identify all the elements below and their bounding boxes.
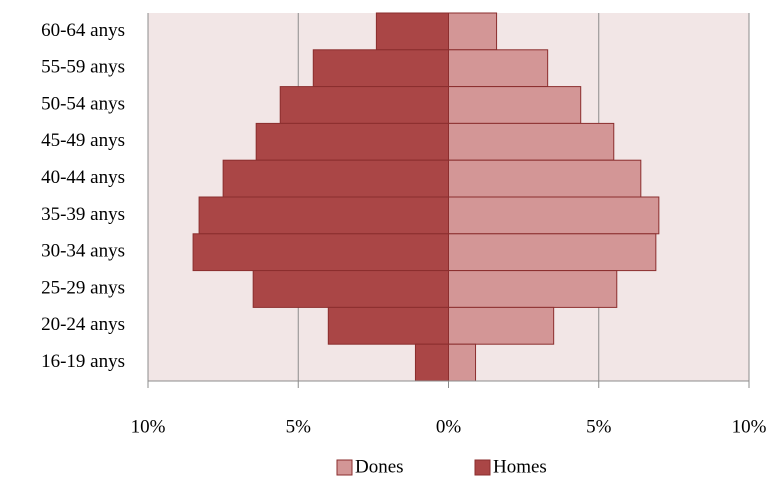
- y-tick-label: 16-19 anys: [41, 351, 125, 372]
- bar: [448, 306, 555, 345]
- y-tick-label: 55-59 anys: [41, 57, 125, 78]
- x-tick-label: 5%: [586, 416, 612, 437]
- legend-swatch: [336, 459, 353, 476]
- x-tick-label: 5%: [286, 416, 312, 437]
- legend-label: Homes: [493, 456, 547, 477]
- y-tick-label: 60-64 anys: [41, 20, 125, 41]
- bar: [279, 86, 449, 124]
- bar: [448, 49, 549, 88]
- bar: [312, 49, 449, 88]
- bar: [448, 196, 660, 235]
- y-tick-label: 40-44 anys: [41, 167, 125, 188]
- bar: [222, 159, 449, 198]
- bar: [448, 86, 582, 124]
- y-tick-label: 45-49 anys: [41, 130, 125, 151]
- x-tick-label: 0%: [436, 416, 462, 437]
- bar: [255, 122, 449, 161]
- legend-swatch: [474, 459, 491, 476]
- bar: [448, 12, 498, 51]
- y-tick-label: 35-39 anys: [41, 204, 125, 225]
- bar: [192, 233, 449, 272]
- y-tick-label: 25-29 anys: [41, 277, 125, 298]
- y-tick-label: 20-24 anys: [41, 314, 125, 335]
- x-tick-label: 10%: [732, 416, 767, 437]
- bar: [448, 270, 618, 308]
- bar: [375, 12, 450, 51]
- x-tick-label: 10%: [131, 416, 166, 437]
- y-tick-label: 30-34 anys: [41, 241, 125, 262]
- bar: [327, 306, 449, 345]
- bar: [198, 196, 449, 235]
- bar: [448, 159, 642, 198]
- legend-label: Dones: [355, 456, 404, 477]
- bar: [414, 343, 450, 382]
- y-tick-label: 50-54 anys: [41, 93, 125, 114]
- bar: [252, 270, 449, 308]
- bar: [448, 343, 477, 382]
- bar: [448, 233, 657, 272]
- bar: [448, 122, 615, 161]
